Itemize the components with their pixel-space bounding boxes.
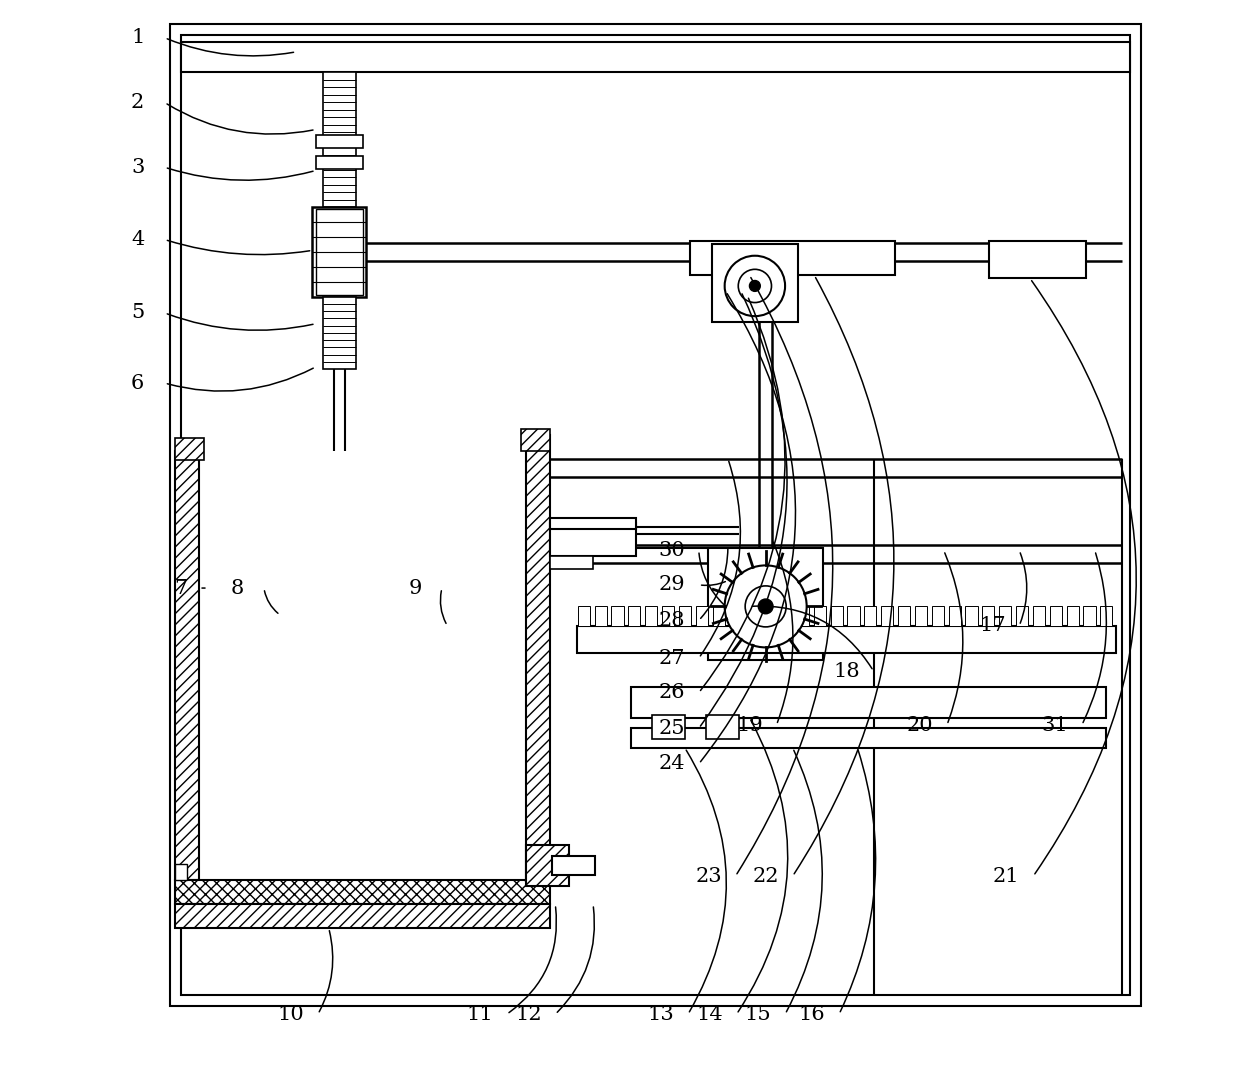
Bar	[521, 429, 549, 451]
Text: 11: 11	[466, 1005, 494, 1024]
Text: 21: 21	[993, 866, 1019, 886]
Text: 6: 6	[131, 373, 144, 393]
Text: 16: 16	[799, 1005, 826, 1024]
Text: 29: 29	[658, 575, 686, 595]
Bar	[746, 606, 759, 626]
Bar	[813, 606, 826, 626]
Bar	[707, 715, 739, 739]
Bar	[1066, 606, 1079, 626]
Bar	[1084, 606, 1096, 626]
Text: 2: 2	[131, 93, 144, 112]
Text: 19: 19	[737, 715, 763, 735]
Circle shape	[724, 256, 785, 316]
Bar	[678, 606, 691, 626]
Bar	[324, 72, 356, 207]
Bar	[312, 207, 367, 297]
Text: 10: 10	[278, 1005, 304, 1024]
Bar	[712, 244, 799, 322]
Circle shape	[745, 586, 786, 627]
Bar	[645, 606, 657, 626]
Bar	[652, 715, 684, 739]
Text: 1: 1	[131, 28, 144, 47]
Text: 24: 24	[658, 754, 684, 774]
Bar	[324, 297, 356, 369]
Bar	[1033, 606, 1045, 626]
Text: 18: 18	[833, 661, 859, 681]
Text: 7: 7	[175, 578, 187, 598]
Bar	[949, 606, 961, 626]
Text: 5: 5	[131, 303, 144, 323]
Circle shape	[738, 270, 771, 302]
Bar	[611, 606, 624, 626]
Bar	[729, 606, 742, 626]
Bar	[931, 606, 944, 626]
Bar	[549, 523, 636, 556]
Bar	[175, 904, 549, 928]
Circle shape	[724, 565, 807, 647]
Text: 12: 12	[515, 1005, 542, 1024]
Text: 23: 23	[696, 866, 722, 886]
Text: 14: 14	[696, 1005, 723, 1024]
Text: 17: 17	[978, 616, 1006, 636]
Bar	[797, 606, 808, 626]
Text: 4: 4	[131, 230, 144, 249]
Bar	[990, 241, 1086, 278]
Bar	[915, 606, 928, 626]
Bar	[882, 606, 893, 626]
Bar	[577, 626, 1116, 653]
Text: 31: 31	[1042, 715, 1068, 735]
Text: 3: 3	[131, 158, 144, 177]
Bar	[526, 845, 569, 886]
Bar	[1050, 606, 1061, 626]
Bar	[1100, 606, 1112, 626]
Bar	[578, 606, 590, 626]
Bar	[316, 135, 363, 148]
Bar	[696, 606, 708, 626]
Text: 30: 30	[658, 541, 686, 560]
Text: 28: 28	[658, 611, 684, 630]
Bar	[549, 518, 636, 529]
Bar	[691, 241, 895, 275]
Bar	[999, 606, 1012, 626]
Bar	[847, 606, 859, 626]
Bar	[552, 856, 595, 875]
Bar	[966, 606, 977, 626]
Bar	[181, 35, 1131, 995]
Text: 15: 15	[745, 1005, 771, 1024]
Text: 20: 20	[906, 715, 934, 735]
Bar	[549, 556, 593, 569]
Bar	[1016, 606, 1028, 626]
Bar	[594, 606, 606, 626]
Bar	[713, 606, 724, 626]
Bar	[898, 606, 910, 626]
Bar	[864, 606, 877, 626]
Bar	[780, 606, 792, 626]
Bar	[175, 451, 200, 880]
Text: 26: 26	[658, 683, 684, 702]
Bar	[175, 864, 187, 880]
Bar	[629, 606, 640, 626]
Bar	[982, 606, 994, 626]
Bar	[708, 548, 823, 660]
Bar	[831, 606, 843, 626]
Bar	[316, 156, 363, 169]
Bar	[175, 438, 203, 460]
Text: 8: 8	[231, 578, 243, 598]
Bar	[316, 209, 363, 295]
Bar	[181, 42, 1131, 72]
Bar	[763, 606, 775, 626]
Circle shape	[759, 599, 773, 614]
Text: 27: 27	[658, 648, 684, 668]
Bar	[175, 880, 549, 904]
Circle shape	[749, 281, 760, 291]
Text: 25: 25	[658, 719, 684, 738]
Text: 9: 9	[408, 578, 422, 598]
Bar	[662, 606, 675, 626]
Bar	[631, 728, 1106, 748]
Text: 13: 13	[647, 1005, 675, 1024]
Bar	[631, 687, 1106, 718]
Bar	[526, 435, 549, 880]
Text: 22: 22	[753, 866, 779, 886]
